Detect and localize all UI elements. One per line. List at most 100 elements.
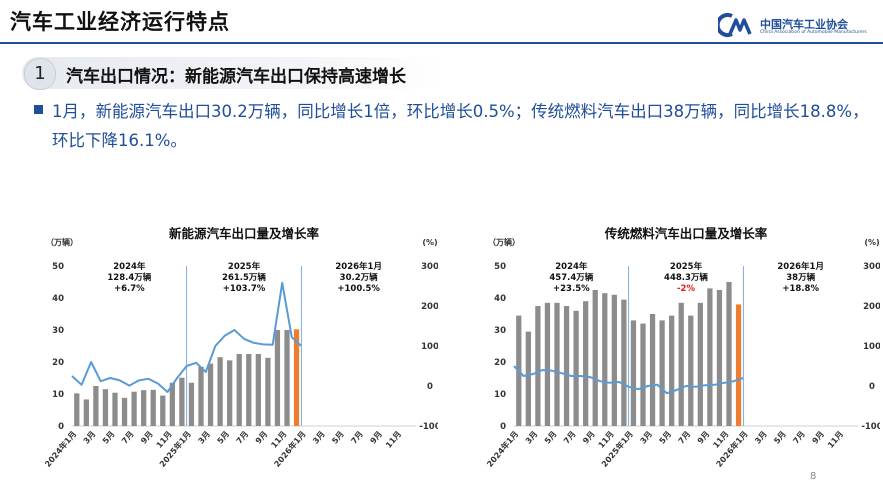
export-volume-bar (141, 390, 147, 426)
x-tick-label: 9月 (139, 430, 155, 446)
y-left-tick-label: 20 (52, 358, 64, 368)
x-tick-label: 5月 (216, 430, 232, 446)
export-volume-bar (735, 304, 742, 426)
x-tick-label: 11月 (384, 430, 403, 450)
export-volume-bar (265, 357, 271, 426)
export-volume-bar (621, 299, 627, 426)
logo-english-text: China Association of Automobile Manufact… (760, 30, 867, 35)
export-volume-bar (688, 315, 694, 426)
annotation-label: -2% (677, 284, 695, 294)
page-number: 8 (810, 471, 817, 482)
y-right-tick-label: 300 (421, 262, 438, 272)
export-volume-bar (659, 320, 665, 426)
y-left-tick-label: 30 (52, 326, 64, 336)
x-tick-label: 7月 (562, 430, 578, 446)
x-tick-label: 3月 (524, 430, 540, 446)
y-right-tick-label: -100 (419, 422, 438, 432)
y-left-tick-label: 10 (494, 390, 506, 400)
export-volume-bar (274, 330, 281, 426)
export-volume-bar (669, 315, 675, 426)
export-volume-bar (83, 399, 89, 426)
y-right-unit: (%) (864, 238, 879, 247)
y-right-tick-label: 0 (427, 382, 433, 392)
ice-export-chart-svg: 传统燃料汽车出口量及增长率 （万辆） (%) 0 10 20 30 40 50 -100 0 100 2… (484, 226, 880, 469)
x-tick-label: 9月 (581, 430, 597, 446)
nev-export-chart-svg: 新能源汽车出口量及增长率 （万辆） (%) 0 10 20 30 40 50 -100 0 100 20… (42, 226, 438, 469)
export-volume-bar (179, 377, 185, 426)
export-volume-bar (255, 354, 261, 426)
caam-logo: 中国汽车工业协会 China Association of Automobile… (718, 12, 878, 42)
x-tick-label: 5月 (101, 430, 117, 446)
y-right-tick-label: 300 (863, 262, 880, 272)
export-volume-bar (160, 395, 166, 426)
ice-export-chart: 传统燃料汽车出口量及增长率 （万辆） (%) 0 10 20 30 40 50 -100 0 100 2… (450, 222, 880, 472)
export-volume-bar (207, 363, 214, 426)
annotation-label: +100.5% (337, 284, 380, 294)
annotation-label: 448.3万辆 (664, 272, 708, 283)
export-volume-bar (121, 397, 128, 426)
annotation-label: 2025年 (228, 261, 261, 272)
y-left-tick-label: 40 (494, 294, 506, 304)
export-volume-bar (707, 288, 713, 426)
export-volume-bar (573, 310, 579, 426)
export-volume-bar (678, 302, 684, 426)
export-volume-bar (630, 320, 637, 426)
caam-logo-icon (718, 13, 752, 37)
export-volume-bar (284, 330, 290, 426)
annotation-label: +18.8% (782, 284, 819, 294)
x-tick-label: 5月 (658, 430, 674, 446)
y-left-tick-label: 0 (500, 422, 506, 432)
y-left-tick-label: 20 (494, 358, 506, 368)
export-volume-bar (563, 306, 570, 426)
export-volume-bar (554, 302, 560, 426)
y-left-tick-label: 50 (52, 262, 64, 272)
x-tick-label: 9月 (368, 430, 384, 446)
x-tick-label: 7月 (235, 430, 251, 446)
export-volume-bar (236, 354, 242, 426)
export-volume-bar (649, 314, 656, 426)
y-left-tick-label: 0 (58, 422, 64, 432)
x-tick-label: 9月 (696, 430, 712, 446)
export-volume-bar (602, 293, 608, 426)
y-right-tick-label: 0 (869, 382, 875, 392)
y-right-tick-label: 100 (421, 342, 438, 352)
export-volume-bar (293, 329, 300, 426)
export-volume-bar (102, 389, 109, 426)
export-volume-bar (227, 360, 233, 426)
annotation-label: +103.7% (223, 284, 266, 294)
x-tick-label: 5月 (772, 430, 788, 446)
growth-rate-line (71, 281, 303, 393)
export-volume-bar (131, 391, 137, 426)
export-volume-bar (697, 302, 703, 426)
annotation-label: 261.5万辆 (222, 272, 266, 283)
annotation-label: 128.4万辆 (107, 272, 151, 283)
export-volume-bar (544, 302, 551, 426)
section-title: 汽车出口情况：新能源汽车出口保持高速增长 (66, 67, 406, 87)
x-tick-label: 7月 (677, 430, 693, 446)
x-tick-label: 2024年1月 (484, 429, 520, 469)
annotation-label: 457.4万辆 (549, 272, 593, 283)
description-text: 1月，新能源汽车出口30.2万辆，同比增长1倍，环比增长0.5%；传统燃料汽车出… (52, 102, 869, 150)
x-tick-label: 9月 (810, 430, 826, 446)
export-volume-bar (198, 366, 204, 426)
export-volume-bar (611, 294, 617, 426)
chart-title: 传统燃料汽车出口量及增长率 (604, 226, 768, 241)
export-volume-bar (592, 290, 598, 426)
y-left-tick-label: 30 (494, 326, 506, 336)
y-left-tick-label: 50 (494, 262, 506, 272)
x-tick-label: 7月 (349, 430, 365, 446)
export-volume-bar (217, 357, 223, 426)
export-volume-bar (188, 382, 195, 426)
x-tick-label: 3月 (196, 430, 212, 446)
export-volume-bar (535, 306, 541, 426)
y-left-unit: （万辆） (46, 237, 78, 247)
annotation-label: 2024年 (113, 261, 146, 272)
annotation-label: +23.5% (553, 284, 590, 294)
annotation-label: 2024年 (555, 261, 588, 272)
title-divider (0, 42, 883, 44)
header-bar: 汽车工业经济运行特点 中国汽车工业协会 China Association of… (0, 0, 883, 44)
export-volume-bar (169, 382, 175, 426)
x-tick-label: 3月 (311, 430, 327, 446)
x-tick-label: 2024年1月 (42, 429, 78, 469)
section-banner (22, 57, 442, 89)
